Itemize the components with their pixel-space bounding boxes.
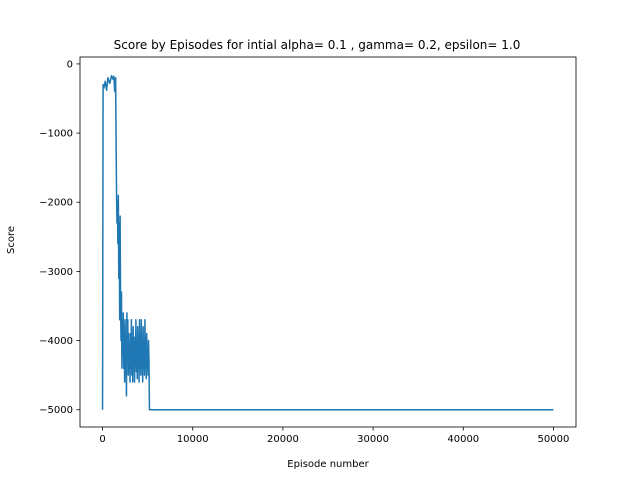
y-tick-label: 0 (67, 59, 73, 70)
chart-title: Score by Episodes for intial alpha= 0.1 … (114, 38, 521, 52)
x-axis: 0 10000 20000 30000 40000 50000 (99, 427, 569, 445)
x-tick-label: 30000 (357, 434, 389, 445)
x-tick-label: 50000 (538, 434, 570, 445)
x-tick-label: 20000 (267, 434, 299, 445)
plot-frame (79, 56, 577, 428)
y-tick-label: −5000 (39, 405, 73, 416)
y-tick-label: −1000 (39, 129, 73, 140)
y-axis-title: Score (6, 226, 17, 254)
y-tick-label: −4000 (39, 336, 73, 347)
y-tick-label: −2000 (39, 198, 73, 209)
series-line (101, 74, 554, 411)
x-tick-label: 10000 (177, 434, 209, 445)
y-tick-label: −3000 (39, 267, 73, 278)
x-axis-title: Episode number (287, 459, 369, 470)
x-tick-label: 0 (99, 434, 105, 445)
x-tick-label: 40000 (447, 434, 479, 445)
plot-area (79, 56, 577, 428)
y-axis: 0 −1000 −2000 −3000 −4000 −5000 (39, 59, 80, 416)
